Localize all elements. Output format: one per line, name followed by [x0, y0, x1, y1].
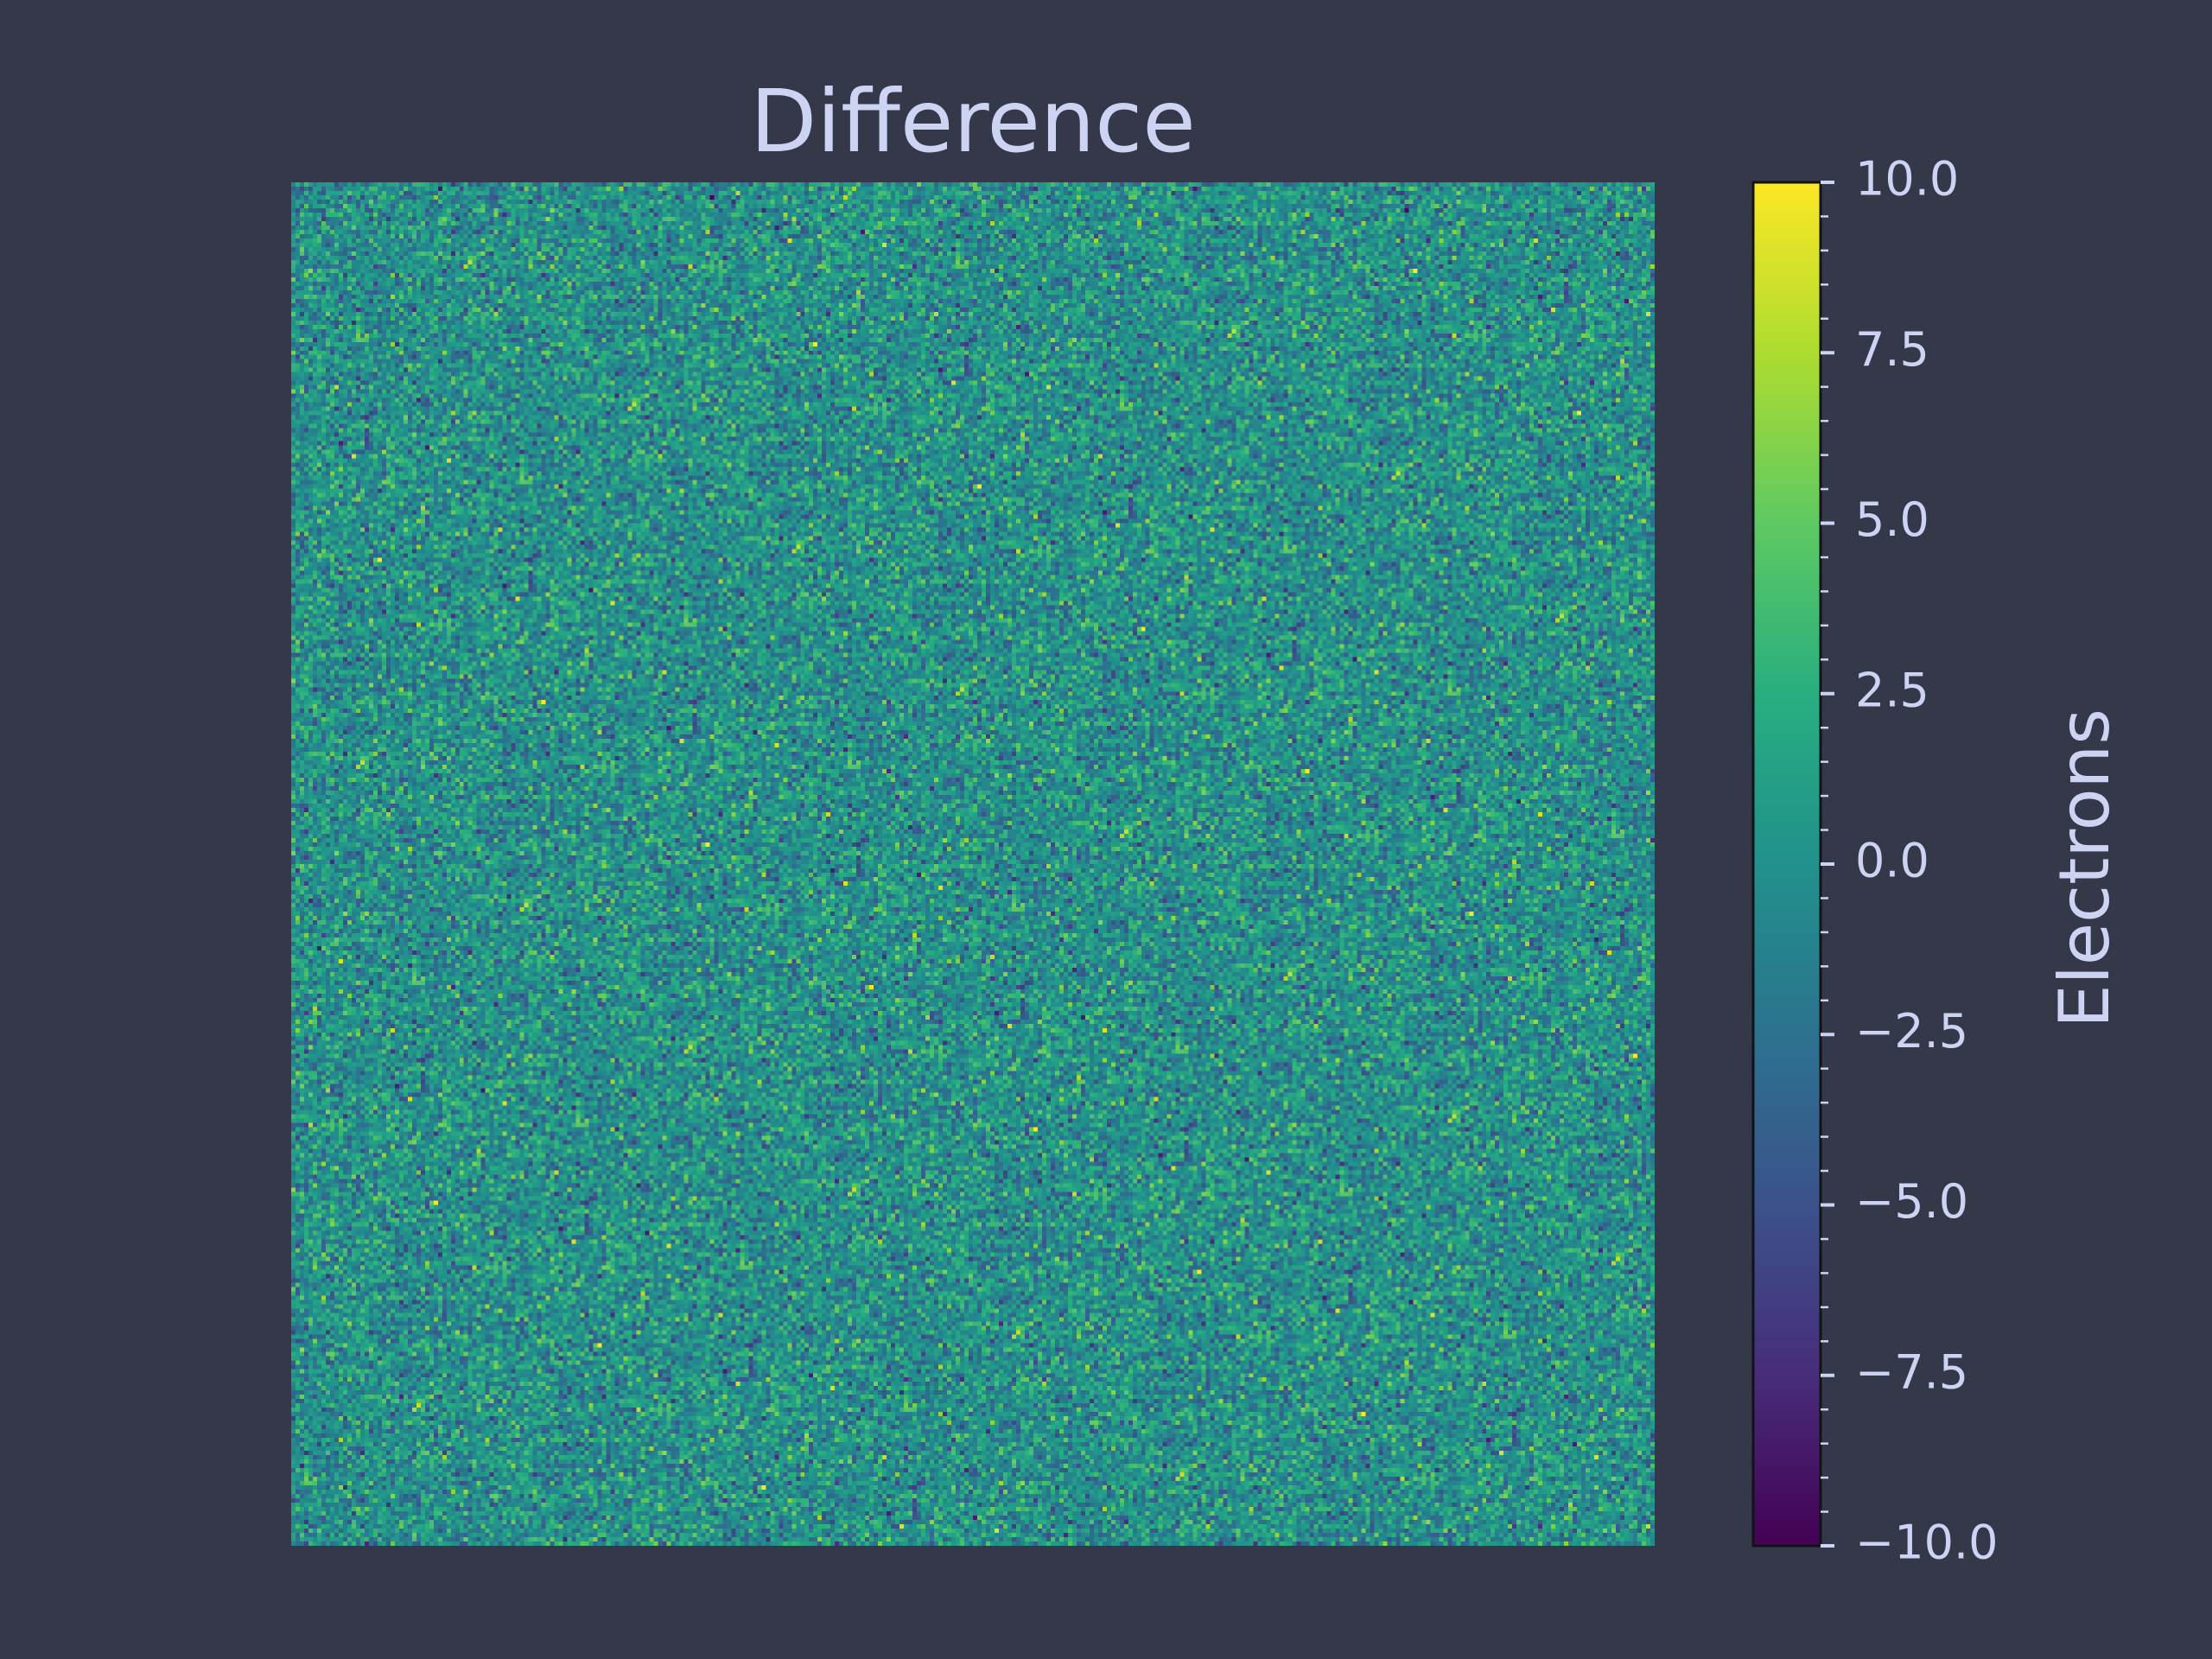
- colorbar-tick-label: −5.0: [1855, 1174, 1968, 1229]
- colorbar-tick-label: 7.5: [1855, 322, 1929, 377]
- colorbar-gradient: [1751, 181, 1822, 1548]
- colorbar-tick-label: 5.0: [1855, 493, 1929, 547]
- colorbar-tick-label: −10.0: [1855, 1516, 1998, 1570]
- colorbar-tick-label: 2.5: [1855, 663, 1929, 717]
- colorbar-tick-label: 10.0: [1855, 152, 1959, 207]
- heatmap-image-wrap: [291, 182, 1655, 1546]
- colorbar-tick-label: −2.5: [1855, 1004, 1968, 1058]
- colorbar-label: Electrons: [2044, 709, 2125, 1028]
- colorbar-tick-label: 0.0: [1855, 834, 1929, 888]
- colorbar-ticks: 10.0 7.5 5.0 2.5 0.0 −2.5 −5.0 −7.5 −10.0: [1821, 152, 1998, 1570]
- heatmap-image: [291, 182, 1655, 1546]
- chart-title: Difference: [750, 71, 1196, 172]
- colorbar: 10.0 7.5 5.0 2.5 0.0 −2.5 −5.0 −7.5 −10.0 Electr…: [1751, 152, 2125, 1570]
- colorbar-tick-label: −7.5: [1855, 1344, 1968, 1399]
